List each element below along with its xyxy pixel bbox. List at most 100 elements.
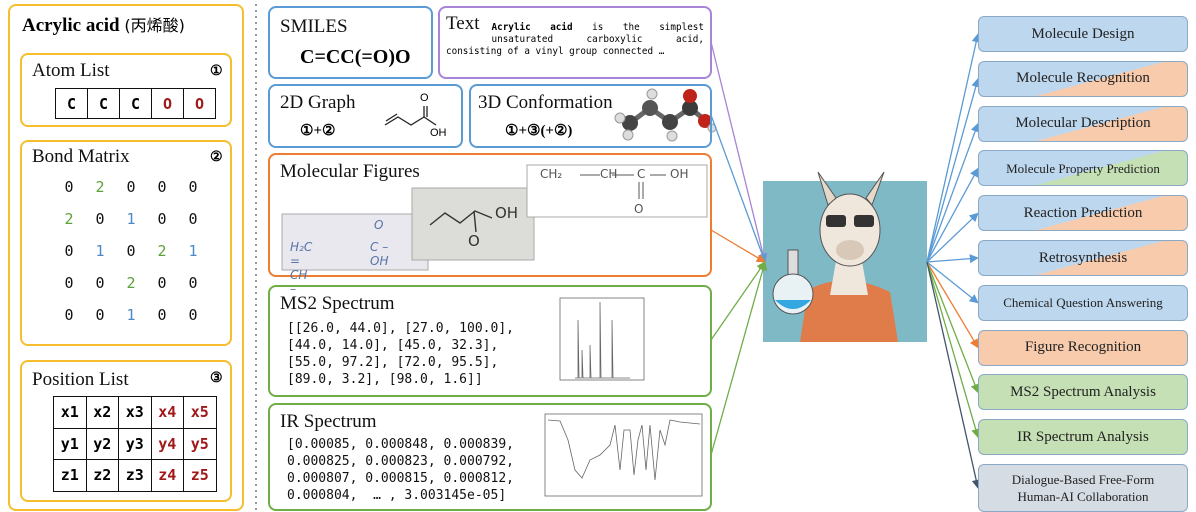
arrow [926, 254, 979, 264]
text-body: is the simplest unsaturated carboxylic a… [446, 22, 704, 57]
conformation-3d-title: 3D Conformation [478, 92, 613, 113]
bond-cell: 2 [64, 209, 74, 228]
position-list-title: Position List [32, 369, 129, 390]
bond-cell: 0 [188, 177, 198, 196]
bond-cell: 2 [126, 273, 136, 292]
figures-box [268, 153, 712, 277]
arrow [926, 261, 980, 394]
bond-cell: 0 [95, 209, 105, 228]
position-list-box [20, 360, 232, 502]
bond-cell: 0 [126, 241, 136, 260]
ir-data: [0.00085, 0.000848, 0.000839, 0.000825, 0… [287, 436, 514, 504]
atom-cell: O [151, 88, 184, 119]
text-content: Text Acrylic acid is the simplest unsatu… [446, 12, 704, 58]
position-cell: z2 [85, 459, 119, 492]
molecule-panel [8, 4, 244, 511]
bond-cell: 1 [188, 241, 198, 260]
arrow [926, 261, 979, 304]
arrow [710, 114, 767, 263]
figure-handwritten-label: O [374, 218, 384, 232]
arrow [710, 261, 766, 341]
arrows [710, 33, 981, 489]
bond-cell: 2 [157, 241, 167, 260]
graph-2d-atom: O [420, 92, 429, 104]
figure-handwritten-label: C – OH [370, 240, 389, 268]
atom-list-marker: ① [210, 64, 223, 79]
ms2-line: [44.0, 14.0], [45.0, 32.3], [287, 338, 499, 353]
position-cell: y1 [53, 427, 87, 460]
ms2-line: [[26.0, 44.0], [27.0, 100.0], [287, 321, 514, 336]
smiles-value: C=CC(=O)O [300, 46, 411, 68]
molecule-2d [384, 106, 437, 126]
graph-2d-formula: ①+② [300, 123, 336, 139]
task-box: Molecular Description [978, 105, 1188, 142]
ms2-title: MS2 Spectrum [280, 293, 395, 314]
text-title: Text [446, 13, 480, 34]
position-cell: z5 [183, 459, 217, 492]
bond-cell: 0 [64, 241, 74, 260]
molecule-chinese: (丙烯酸) [124, 16, 185, 35]
bond-cell: 0 [157, 209, 167, 228]
molecule-name: Acrylic acid [22, 15, 120, 36]
figure-photo-label: OH [495, 204, 519, 222]
arrow [926, 261, 979, 349]
figure-printed-label: CH [600, 167, 618, 181]
figure-printed-label: O [634, 202, 644, 216]
graph-2d-box [268, 84, 463, 148]
bond-cell: 1 [126, 305, 136, 324]
ir-line: 0.000804, … , 3.003145e-05] [287, 488, 507, 503]
smiles-box [268, 6, 433, 79]
position-cell: z4 [150, 459, 184, 492]
position-cell: x2 [85, 396, 119, 429]
atom-cell: C [55, 88, 88, 119]
figures-title: Molecular Figures [280, 161, 420, 182]
bond-cell: 0 [95, 305, 105, 324]
arrow [926, 33, 981, 263]
figure-images [281, 164, 708, 271]
bond-cell: 0 [64, 177, 74, 196]
task-box: Molecule Recognition [978, 60, 1188, 97]
ms2-data: [[26.0, 44.0], [27.0, 100.0], [44.0, 14.0… [287, 320, 514, 388]
smiles-title: SMILES [280, 16, 348, 37]
conformation-3d-formula: ①+③(+②) [505, 123, 573, 139]
ir-box [268, 403, 712, 511]
task-box: Molecule Design [978, 16, 1188, 52]
conformation-3d-box [469, 84, 712, 148]
position-cell: x5 [183, 396, 217, 429]
arrow [710, 229, 766, 263]
position-cell: z3 [118, 459, 152, 492]
bond-cell: 0 [126, 177, 136, 196]
text-paragraph: Acrylic acid is the simplest unsaturated… [446, 12, 704, 58]
atom-cell: C [87, 88, 120, 119]
arrow [710, 261, 768, 456]
bond-cell: 0 [64, 273, 74, 292]
bond-cell: 1 [95, 241, 105, 260]
bond-cell: 1 [126, 209, 136, 228]
text-box [438, 6, 712, 79]
bond-cell: 0 [157, 305, 167, 324]
graph-2d-title: 2D Graph [280, 92, 356, 113]
position-cell: z1 [53, 459, 87, 492]
ir-line: [0.00085, 0.000848, 0.000839, [287, 437, 514, 452]
figure-handwritten-label: H₂C = CH – [290, 240, 313, 296]
task-box: Retrosynthesis [978, 240, 1188, 276]
bond-matrix-marker: ② [210, 150, 223, 165]
position-cell: y4 [150, 427, 184, 460]
arrow [926, 212, 979, 263]
position-cell: x3 [118, 396, 152, 429]
ms2-plot [559, 297, 645, 381]
position-cell: y2 [85, 427, 119, 460]
position-cell: y3 [118, 427, 152, 460]
atom-list-title: Atom List [32, 60, 110, 81]
bond-cell: 0 [64, 305, 74, 324]
llama-illustration [763, 171, 927, 342]
ir-plot [544, 413, 703, 497]
task-box: Figure Recognition [978, 329, 1188, 366]
bond-cell: 0 [188, 273, 198, 292]
text-bold: Acrylic acid [491, 22, 573, 33]
bond-cell: 0 [157, 177, 167, 196]
task-box: MS2 Spectrum Analysis [978, 374, 1188, 411]
arrow [926, 261, 981, 439]
